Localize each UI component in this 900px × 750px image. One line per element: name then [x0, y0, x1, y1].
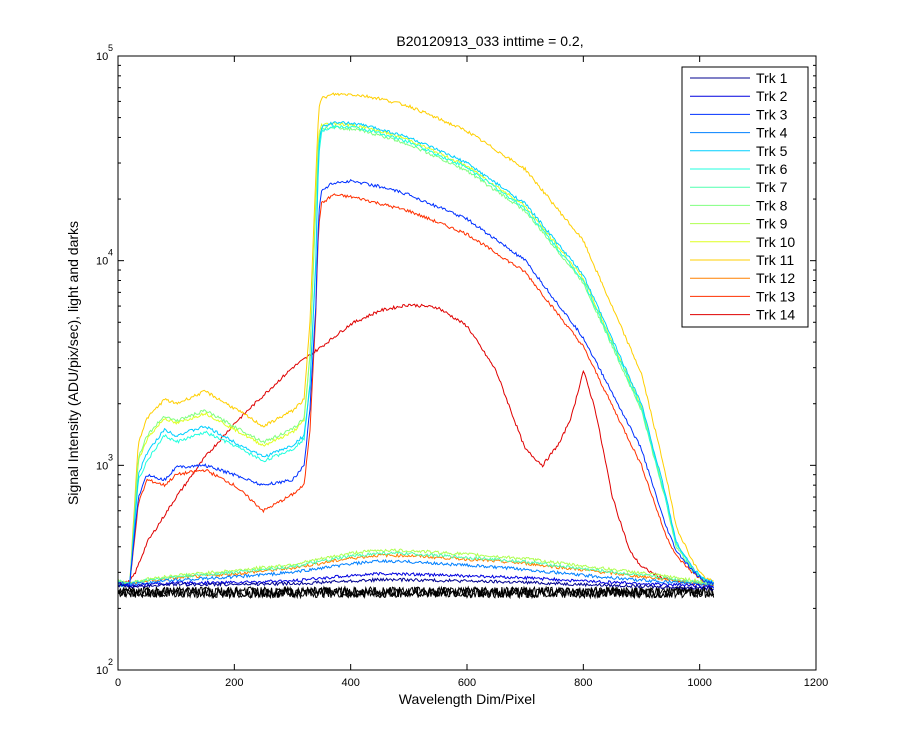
- x-tick-label: 200: [225, 677, 243, 689]
- y-tick-label-base: 10: [96, 256, 108, 268]
- legend-label: Trk 6: [756, 161, 788, 177]
- series-line: [117, 303, 715, 588]
- y-axis-label: Signal Intensity (ADU/pix/sec), light an…: [65, 221, 81, 505]
- legend-label: Trk 1: [756, 70, 788, 86]
- legend-box: [681, 66, 809, 328]
- series-line: [117, 193, 715, 587]
- y-tick-label-exponent: 2: [108, 657, 113, 667]
- series-line: [117, 124, 714, 588]
- x-tick-label: 0: [115, 677, 121, 689]
- data-lines: [117, 92, 715, 600]
- series-line: [117, 577, 714, 591]
- y-tick-label-exponent: 5: [108, 43, 113, 53]
- chart-title: B20120913_033 inttime = 0.2,: [396, 33, 583, 49]
- x-tick-label: 1200: [804, 677, 828, 689]
- series-line: [117, 178, 715, 587]
- legend: Trk 1 Trk 2 Trk 3 Trk 4 Trk 5 Trk 6 Trk 7 Trk 8…: [681, 66, 809, 328]
- y-tick-label-exponent: 3: [108, 452, 113, 462]
- series-line: [117, 558, 714, 588]
- series-line: [117, 551, 715, 586]
- legend-label: Trk 13: [756, 288, 795, 304]
- series-line: [117, 92, 714, 588]
- y-tick-label-base: 10: [96, 460, 108, 472]
- x-tick-label: 400: [341, 677, 359, 689]
- y-tick-label-exponent: 4: [108, 248, 113, 258]
- x-tick-label: 1000: [687, 677, 711, 689]
- legend-label: Trk 11: [756, 252, 794, 268]
- legend-label: Trk 14: [756, 307, 795, 323]
- x-tick-label: 800: [574, 677, 592, 689]
- legend-label: Trk 8: [756, 197, 788, 213]
- series-line: [118, 121, 714, 588]
- x-tick-label: 600: [458, 677, 476, 689]
- dark-frame-line: [117, 585, 715, 600]
- series-line: [117, 548, 714, 585]
- axes-box: [117, 55, 817, 671]
- y-tick-label-base: 10: [96, 665, 108, 677]
- dark-frame-line: [117, 585, 715, 600]
- legend-label: Trk 12: [756, 270, 795, 286]
- legend-label: Trk 7: [756, 179, 788, 195]
- legend-label: Trk 2: [756, 88, 788, 104]
- series-line: [117, 571, 715, 589]
- legend-label: Trk 3: [756, 106, 788, 122]
- x-axis-label: Wavelength Dim/Pixel: [399, 691, 535, 707]
- legend-label: Trk 9: [756, 216, 788, 232]
- y-tick-label-base: 10: [96, 51, 108, 63]
- legend-label: Trk 10: [756, 234, 795, 250]
- legend-label: Trk 5: [756, 143, 788, 159]
- legend-label: Trk 4: [756, 125, 788, 141]
